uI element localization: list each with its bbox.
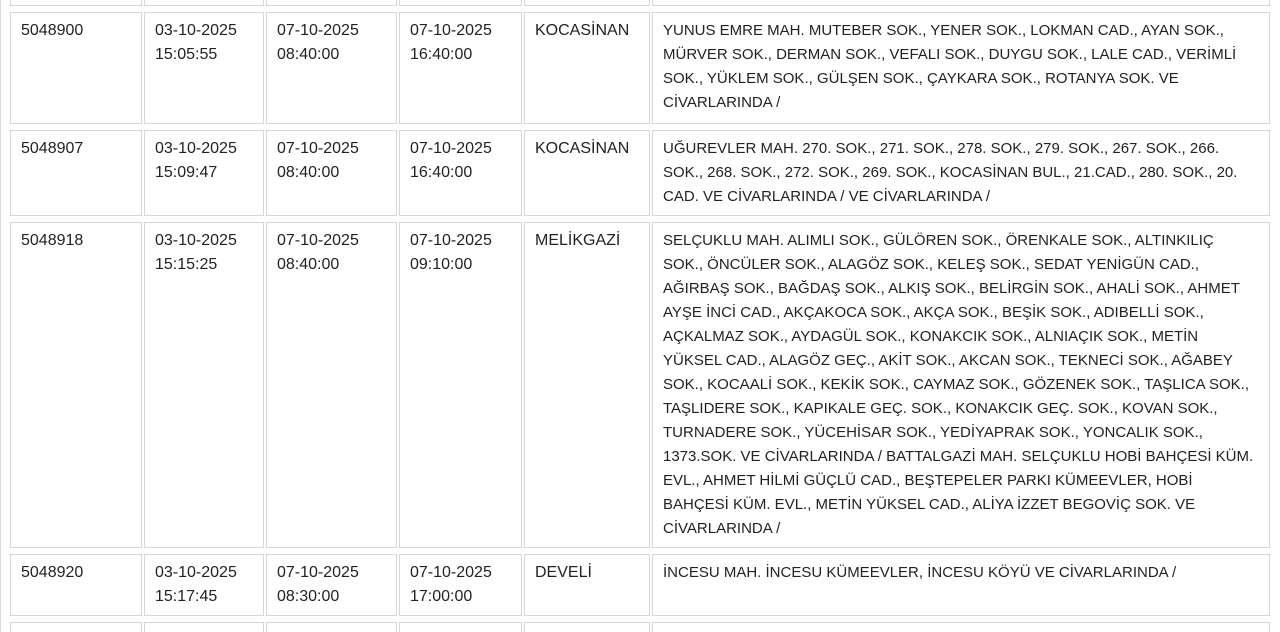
district-name: KOCASİNAN — [535, 140, 630, 157]
table-row-partial-top — [10, 0, 1270, 6]
start-date: 07-10-2025 — [277, 232, 359, 249]
announced-cell — [144, 0, 264, 6]
start-time: 08:30:00 — [277, 588, 340, 605]
start-time: 08:40:00 — [277, 164, 340, 181]
end-time: 17:00:00 — [410, 588, 473, 605]
announced-time: 15:05:55 — [155, 46, 218, 63]
announced-cell: 03-10-2025 15:15:25 — [144, 222, 264, 548]
table-row-partial-bottom — [10, 622, 1270, 632]
end-cell — [399, 0, 522, 6]
table-row: 5048900 03-10-2025 15:05:55 07-10-2025 0… — [10, 12, 1270, 124]
start-cell: 07-10-2025 08:40:00 — [266, 12, 397, 124]
announced-time: 15:09:47 — [155, 164, 218, 181]
affected-areas-cell: SELÇUKLU MAH. ALIMLI SOK., GÜLÖREN SOK.,… — [652, 222, 1270, 548]
record-no: 5048920 — [21, 564, 84, 581]
table-row: 5048920 03-10-2025 15:17:45 07-10-2025 0… — [10, 554, 1270, 616]
district-name: DEVELİ — [535, 564, 592, 581]
district-cell: MELİKGAZİ — [524, 222, 650, 548]
start-cell — [266, 622, 397, 632]
start-time: 08:40:00 — [277, 46, 340, 63]
end-time: 09:10:00 — [410, 256, 473, 273]
announced-cell: 03-10-2025 15:05:55 — [144, 12, 264, 124]
affected-areas-text: UĞUREVLER MAH. 270. SOK., 271. SOK., 278… — [663, 140, 1238, 205]
record-no-cell — [10, 622, 142, 632]
district-cell: KOCASİNAN — [524, 130, 650, 216]
record-no-cell: 5048907 — [10, 130, 142, 216]
announced-time: 15:17:45 — [155, 588, 218, 605]
district-cell: DEVELİ — [524, 554, 650, 616]
announced-cell — [144, 622, 264, 632]
record-no: 5048900 — [21, 22, 84, 39]
record-no-cell: 5048918 — [10, 222, 142, 548]
end-date: 07-10-2025 — [410, 140, 492, 157]
affected-areas-cell — [652, 0, 1270, 6]
start-cell — [266, 0, 397, 6]
affected-areas-text: YUNUS EMRE MAH. MUTEBER SOK., YENER SOK.… — [663, 22, 1237, 111]
record-no-cell: 5048900 — [10, 12, 142, 124]
affected-areas-cell: İNCESU MAH. İNCESU KÜMEEVLER, İNCESU KÖY… — [652, 554, 1270, 616]
district-name: KOCASİNAN — [535, 22, 630, 39]
announced-date: 03-10-2025 — [155, 564, 237, 581]
start-date: 07-10-2025 — [277, 140, 359, 157]
end-cell: 07-10-2025 17:00:00 — [399, 554, 522, 616]
announced-time: 15:15:25 — [155, 256, 218, 273]
start-cell: 07-10-2025 08:40:00 — [266, 222, 397, 548]
outage-table: 5048900 03-10-2025 15:05:55 07-10-2025 0… — [8, 0, 1272, 632]
start-time: 08:40:00 — [277, 256, 340, 273]
district-cell — [524, 0, 650, 6]
start-date: 07-10-2025 — [277, 22, 359, 39]
announced-cell: 03-10-2025 15:09:47 — [144, 130, 264, 216]
end-date: 07-10-2025 — [410, 564, 492, 581]
record-no-cell: 5048920 — [10, 554, 142, 616]
start-cell: 07-10-2025 08:40:00 — [266, 130, 397, 216]
announced-date: 03-10-2025 — [155, 232, 237, 249]
record-no-cell — [10, 0, 142, 6]
start-cell: 07-10-2025 08:30:00 — [266, 554, 397, 616]
table-row: 5048907 03-10-2025 15:09:47 07-10-2025 0… — [10, 130, 1270, 216]
affected-areas-cell: YUNUS EMRE MAH. MUTEBER SOK., YENER SOK.… — [652, 12, 1270, 124]
district-cell: KOCASİNAN — [524, 12, 650, 124]
record-no: 5048918 — [21, 232, 84, 249]
end-date: 07-10-2025 — [410, 22, 492, 39]
end-cell: 07-10-2025 09:10:00 — [399, 222, 522, 548]
end-date: 07-10-2025 — [410, 232, 492, 249]
announced-date: 03-10-2025 — [155, 140, 237, 157]
district-cell — [524, 622, 650, 632]
start-date: 07-10-2025 — [277, 564, 359, 581]
announced-cell: 03-10-2025 15:17:45 — [144, 554, 264, 616]
end-time: 16:40:00 — [410, 46, 473, 63]
end-cell: 07-10-2025 16:40:00 — [399, 12, 522, 124]
page-left-edge-divider — [0, 0, 1, 632]
end-time: 16:40:00 — [410, 164, 473, 181]
affected-areas-text: SELÇUKLU MAH. ALIMLI SOK., GÜLÖREN SOK.,… — [663, 232, 1254, 537]
record-no: 5048907 — [21, 140, 84, 157]
affected-areas-cell: UĞUREVLER MAH. 270. SOK., 271. SOK., 278… — [652, 130, 1270, 216]
affected-areas-text: İNCESU MAH. İNCESU KÜMEEVLER, İNCESU KÖY… — [663, 564, 1177, 581]
affected-areas-cell — [652, 622, 1270, 632]
district-name: MELİKGAZİ — [535, 232, 621, 249]
table-row: 5048918 03-10-2025 15:15:25 07-10-2025 0… — [10, 222, 1270, 548]
announced-date: 03-10-2025 — [155, 22, 237, 39]
end-cell: 07-10-2025 16:40:00 — [399, 130, 522, 216]
end-cell — [399, 622, 522, 632]
